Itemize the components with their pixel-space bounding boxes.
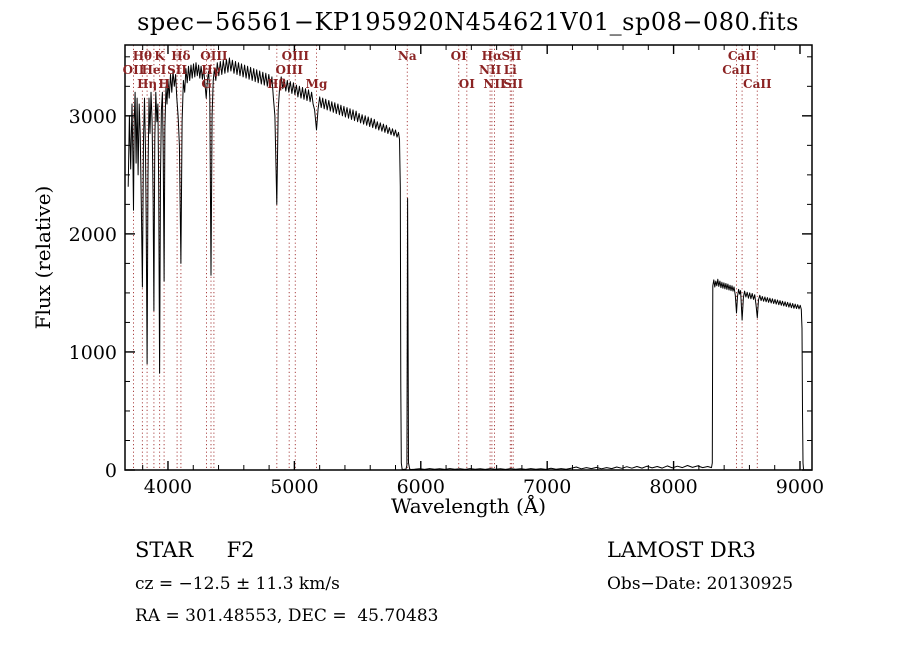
svg-text:Hθ: Hθ [133, 49, 152, 63]
survey-name-label: LAMOST DR3 [607, 538, 756, 562]
svg-text:HeI: HeI [142, 63, 167, 77]
svg-text:5000: 5000 [270, 476, 318, 498]
svg-text:H: H [158, 77, 169, 91]
svg-text:0: 0 [105, 460, 117, 482]
spectrum-plot: 4000 5000 6000 7000 8000 9000 0 1000 2000 3000 Wav… [31, 44, 824, 518]
svg-text:G: G [201, 77, 211, 91]
svg-text:CaII: CaII [728, 49, 757, 63]
svg-text:7000: 7000 [523, 476, 571, 498]
svg-text:3000: 3000 [69, 106, 117, 128]
plot-title: spec−56561−KP195920N454621V01_sp08−080.f… [137, 8, 799, 36]
svg-text:NII: NII [479, 63, 502, 77]
svg-text:Wavelength (Å): Wavelength (Å) [391, 493, 546, 518]
svg-text:Hη: Hη [137, 77, 157, 91]
svg-text:NII: NII [483, 77, 506, 91]
cz-velocity-label: cz = −12.5 ± 11.3 km/s [135, 574, 340, 594]
svg-text:Hγ: Hγ [201, 63, 220, 77]
svg-text:CaII: CaII [722, 63, 751, 77]
svg-text:Flux (relative): Flux (relative) [31, 186, 55, 330]
svg-text:Hδ: Hδ [171, 49, 190, 63]
svg-text:OI: OI [451, 49, 467, 63]
svg-text:OI: OI [459, 77, 475, 91]
svg-text:K: K [154, 49, 165, 63]
svg-text:4000: 4000 [144, 476, 192, 498]
svg-text:Li: Li [504, 63, 517, 77]
svg-text:9000: 9000 [776, 476, 824, 498]
svg-text:1000: 1000 [69, 342, 117, 364]
svg-text:6000: 6000 [397, 476, 445, 498]
svg-text:OIII: OIII [282, 49, 310, 63]
svg-text:8000: 8000 [649, 476, 697, 498]
svg-text:Hβ: Hβ [267, 77, 286, 91]
svg-text:OIII: OIII [276, 63, 304, 77]
svg-text:SII: SII [167, 63, 187, 77]
svg-text:OIII: OIII [200, 49, 228, 63]
svg-text:Hα: Hα [482, 49, 503, 63]
svg-text:2000: 2000 [69, 224, 117, 246]
svg-text:CaII: CaII [743, 77, 772, 91]
svg-text:Na: Na [398, 49, 417, 63]
obs-date-label: Obs−Date: 20130925 [607, 574, 794, 594]
object-class-label: STAR F2 [135, 538, 255, 562]
svg-text:SII: SII [503, 77, 523, 91]
ra-dec-label: RA = 301.48553, DEC = 45.70483 [135, 606, 439, 626]
svg-text:SII: SII [501, 49, 521, 63]
svg-text:Mg: Mg [306, 77, 328, 91]
svg-text:OII: OII [123, 63, 145, 77]
